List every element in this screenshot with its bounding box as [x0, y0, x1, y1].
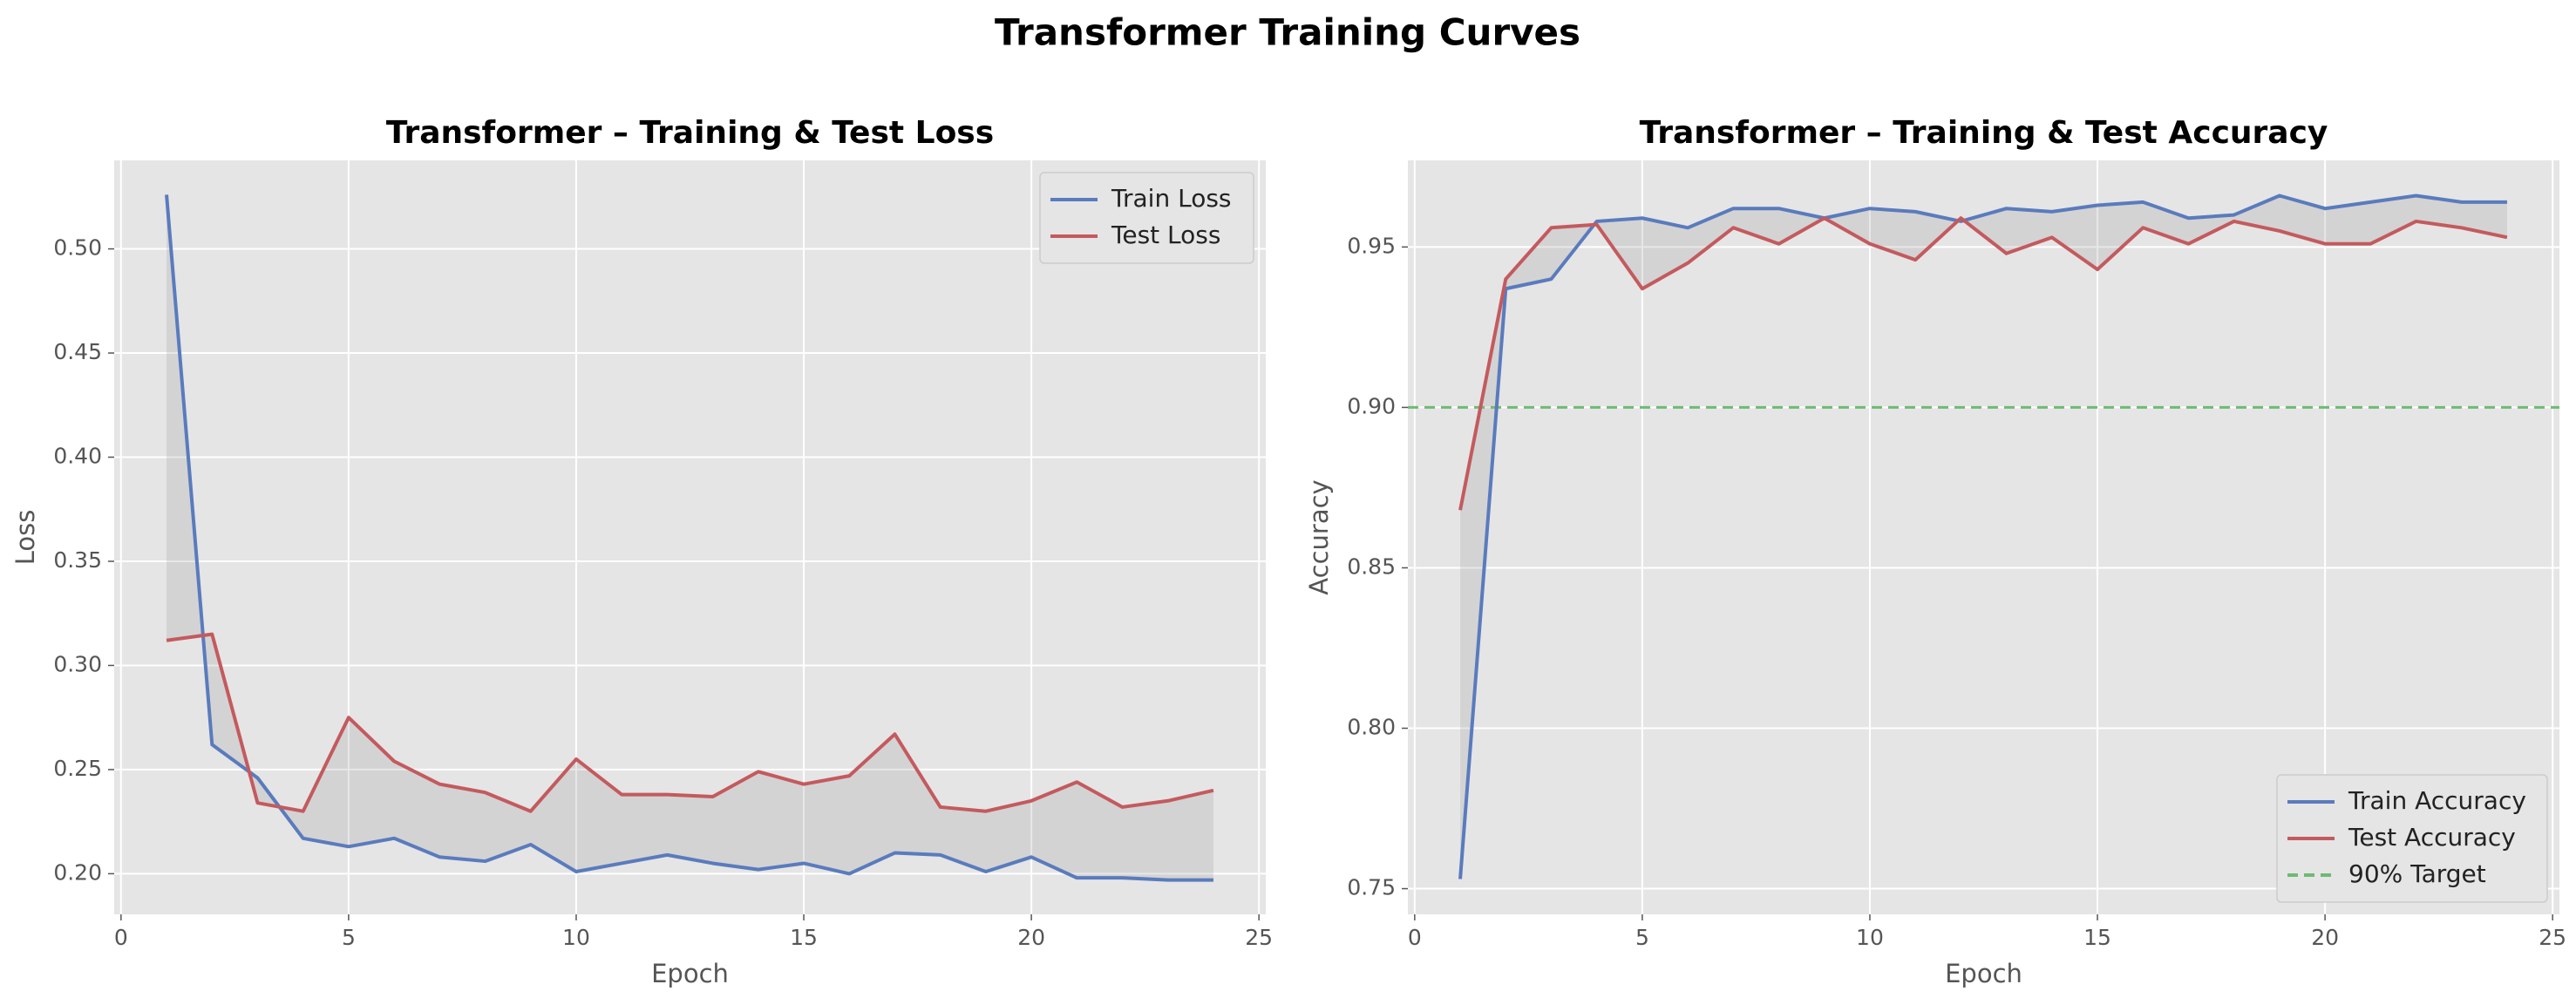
line-series [166, 632, 1214, 813]
figure-title: Transformer Training Curves [995, 11, 1580, 54]
x-tick-label: 25 [2539, 925, 2566, 950]
legend-label: Train Loss [1111, 184, 1232, 213]
x-tick-label: 10 [562, 925, 590, 950]
chart-title: Transformer – Training & Test Accuracy [1640, 115, 2328, 151]
chart-title: Transformer – Training & Test Loss [386, 115, 994, 151]
x-tick-label: 5 [1635, 925, 1649, 950]
y-tick-label: 0.45 [53, 339, 102, 364]
line-series [165, 194, 1213, 882]
axes: 0 5 10 15 20 25 0.20 0.25 0.30 0.35 0.40 0.45 0.50 Tr… [10, 115, 1273, 988]
line-series [1458, 216, 2508, 511]
y-tick-label: 0.40 [53, 444, 102, 469]
x-tick-label: 5 [342, 925, 356, 950]
legend-label: Test Accuracy [2348, 823, 2516, 852]
x-tick-label: 15 [2083, 925, 2111, 950]
x-tick-label: 10 [1856, 925, 1884, 950]
y-tick-label: 0.50 [53, 235, 102, 261]
y-tick-label: 0.90 [1347, 393, 1396, 418]
y-axis-label: Accuracy [1304, 479, 1334, 594]
y-tick-label: 0.75 [1347, 875, 1396, 900]
x-tick-label: 25 [1245, 925, 1273, 950]
line-series [1458, 193, 2507, 879]
x-tick-label: 20 [1017, 925, 1045, 950]
legend-label: Test Loss [1111, 221, 1220, 249]
y-tick-label: 0.30 [53, 651, 102, 676]
y-tick-label: 0.80 [1347, 715, 1396, 740]
plot-background [114, 160, 1266, 914]
y-axis-label: Loss [10, 510, 40, 566]
x-tick-label: 15 [790, 925, 818, 950]
x-tick-label: 0 [114, 925, 128, 950]
axes: 0 5 10 15 20 25 0.75 0.80 0.85 0.90 0.95 Transforme… [1304, 115, 2566, 988]
y-tick-label: 0.35 [53, 547, 102, 573]
y-tick-label: 0.95 [1347, 233, 1396, 258]
x-tick-label: 20 [2311, 925, 2339, 950]
legend-box [2276, 774, 2548, 903]
x-tick-label: 0 [1408, 925, 1422, 950]
x-axis-label: Epoch [651, 959, 729, 988]
y-tick-label: 0.20 [53, 859, 102, 885]
legend-label: 90% Target [2348, 859, 2486, 888]
legend-box [1039, 172, 1254, 264]
fill-between [167, 194, 1213, 880]
x-axis-label: Epoch [1945, 959, 2022, 988]
y-tick-label: 0.85 [1347, 553, 1396, 579]
legend-label: Train Accuracy [2348, 786, 2526, 815]
y-tick-label: 0.25 [53, 756, 102, 781]
